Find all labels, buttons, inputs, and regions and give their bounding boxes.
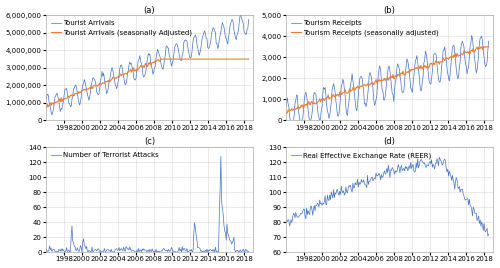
Tourism Receipts (411, 75, 417, 78)
Line: Tourism Receipts (seasonally adjusted): Tourism Receipts (seasonally adjusted) (286, 47, 488, 113)
Tourist Arrivals (237, 14, 243, 17)
Tourist Arrivals (seasonally Adjusted) (120, 72, 126, 76)
Tourism Receipts (seasonally adjusted) (370, 83, 376, 87)
Tourist Arrivals (110, 69, 116, 72)
Tourism Receipts (seasonally adjusted) (360, 84, 366, 87)
Tourism Receipts (seasonally adjusted) (350, 87, 356, 90)
Tourism Receipts (283, 106, 289, 109)
Tourism Receipts (360, 83, 366, 87)
Legend: Number of Terrorist Attacks: Number of Terrorist Attacks (49, 151, 160, 159)
Real Effective Exchange Rate (REER) (485, 234, 491, 238)
Number of Terrorist Attacks (158, 249, 164, 252)
Real Effective Exchange Rate (REER) (288, 218, 294, 221)
Tourism Receipts (seasonally adjusted) (478, 45, 484, 49)
Line: Tourist Arrivals (seasonally Adjusted): Tourist Arrivals (seasonally Adjusted) (46, 59, 248, 107)
Tourist Arrivals (42, 99, 48, 102)
Title: (b): (b) (384, 6, 396, 14)
Tourism Receipts (seasonally adjusted) (284, 112, 290, 115)
Legend: Tourism Receipts, Tourism Receipts (seasonally adjusted): Tourism Receipts, Tourism Receipts (seas… (289, 19, 440, 38)
Tourism Receipts (seasonally adjusted) (283, 110, 289, 113)
Real Effective Exchange Rate (REER) (436, 156, 442, 159)
Number of Terrorist Attacks (48, 247, 54, 250)
Tourist Arrivals (seasonally Adjusted) (44, 106, 50, 109)
Line: Number of Terrorist Attacks: Number of Terrorist Attacks (46, 156, 248, 252)
Number of Terrorist Attacks (130, 249, 136, 252)
Line: Tourist Arrivals: Tourist Arrivals (46, 15, 248, 115)
Tourism Receipts (seasonally adjusted) (411, 68, 417, 71)
Legend: Real Effective Exchange Rate (REER): Real Effective Exchange Rate (REER) (289, 151, 433, 160)
Number of Terrorist Attacks (42, 251, 48, 254)
Tourist Arrivals (49, 113, 55, 117)
Number of Terrorist Attacks (236, 251, 242, 254)
Title: (a): (a) (144, 6, 155, 14)
Tourist Arrivals (159, 67, 165, 70)
Real Effective Exchange Rate (REER) (283, 221, 289, 224)
Tourism Receipts (400, 91, 406, 94)
Real Effective Exchange Rate (REER) (486, 232, 492, 236)
Tourism Receipts (350, 79, 356, 82)
Tourist Arrivals (246, 18, 252, 21)
Tourist Arrivals (seasonally Adjusted) (42, 105, 48, 108)
Tourist Arrivals (seasonally Adjusted) (110, 76, 116, 79)
Tourist Arrivals (seasonally Adjusted) (172, 58, 177, 61)
Title: (c): (c) (144, 137, 155, 147)
Tourism Receipts (288, 119, 294, 122)
Number of Terrorist Attacks (218, 155, 224, 158)
Tourism Receipts (seasonally adjusted) (486, 45, 492, 49)
Tourist Arrivals (seasonally Adjusted) (49, 101, 55, 104)
Tourism Receipts (seasonally adjusted) (289, 107, 295, 110)
Real Effective Exchange Rate (REER) (370, 179, 376, 183)
Number of Terrorist Attacks (119, 248, 125, 252)
Number of Terrorist Attacks (170, 250, 176, 253)
Tourist Arrivals (seasonally Adjusted) (246, 58, 252, 61)
Line: Real Effective Exchange Rate (REER): Real Effective Exchange Rate (REER) (286, 157, 488, 236)
Legend: Tourist Arrivals, Tourist Arrivals (seasonally Adjusted): Tourist Arrivals, Tourist Arrivals (seas… (49, 19, 194, 38)
Real Effective Exchange Rate (REER) (410, 163, 416, 166)
Tourism Receipts (370, 97, 376, 100)
Tourist Arrivals (171, 53, 177, 57)
Number of Terrorist Attacks (246, 250, 252, 254)
Real Effective Exchange Rate (REER) (398, 164, 404, 167)
Tourism Receipts (seasonally adjusted) (400, 72, 406, 76)
Real Effective Exchange Rate (REER) (359, 181, 365, 184)
Tourist Arrivals (seasonally Adjusted) (158, 58, 164, 61)
Tourist Arrivals (seasonally Adjusted) (160, 58, 166, 61)
Tourism Receipts (486, 40, 492, 43)
Tourist Arrivals (48, 110, 54, 114)
Tourism Receipts (289, 119, 295, 122)
Number of Terrorist Attacks (109, 250, 115, 254)
Tourist Arrivals (120, 72, 126, 75)
Tourist Arrivals (130, 76, 136, 79)
Real Effective Exchange Rate (REER) (349, 191, 355, 194)
Tourist Arrivals (seasonally Adjusted) (130, 66, 136, 70)
Tourism Receipts (468, 34, 474, 37)
Line: Tourism Receipts: Tourism Receipts (286, 35, 488, 120)
Title: (d): (d) (384, 137, 396, 147)
